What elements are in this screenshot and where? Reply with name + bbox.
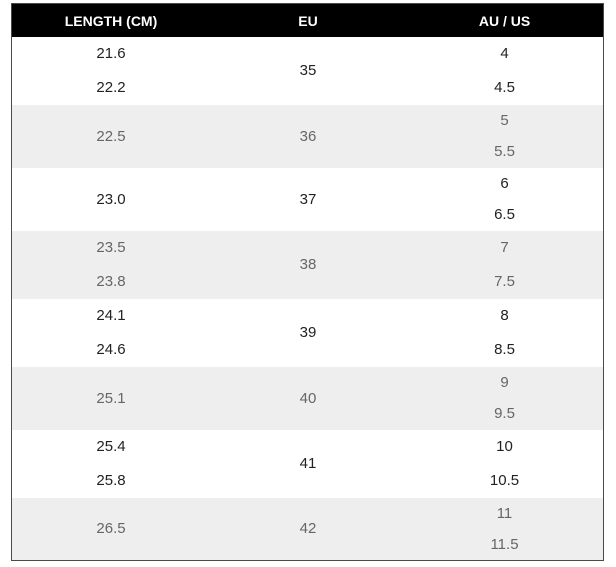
au-us-value: 11.5 xyxy=(490,535,519,553)
au-us-cell: 8 8.5 xyxy=(406,299,603,367)
length-value: 25.1 xyxy=(96,389,126,407)
au-us-value: 10.5 xyxy=(489,472,520,489)
au-us-value: 6 xyxy=(500,174,509,192)
eu-cell: 40 xyxy=(210,367,406,430)
length-value: 25.4 xyxy=(96,438,126,455)
au-us-cell: 4 4.5 xyxy=(406,37,603,105)
length-cell: 25.4 25.8 xyxy=(12,430,210,498)
header-au-us: AU / US xyxy=(478,12,531,29)
au-us-cell: 6 6.5 xyxy=(406,168,603,231)
length-value: 23.8 xyxy=(96,273,126,290)
au-us-value: 8 xyxy=(500,307,509,324)
au-us-value: 11 xyxy=(496,504,513,522)
eu-value: 37 xyxy=(299,190,317,208)
length-cell: 24.1 24.6 xyxy=(12,299,210,367)
table-row: 25.1 40 9 9.5 xyxy=(12,367,603,430)
eu-cell: 36 xyxy=(210,105,406,168)
au-us-cell: 9 9.5 xyxy=(406,367,603,430)
length-cell: 23.0 xyxy=(12,168,210,231)
length-value: 22.5 xyxy=(96,127,126,145)
length-cell: 23.5 23.8 xyxy=(12,231,210,299)
length-cell: 26.5 xyxy=(12,498,210,560)
au-us-value: 5 xyxy=(500,111,509,129)
size-chart-table: LENGTH (CM) EU AU / US 21.6 22.2 35 4 4.… xyxy=(11,3,604,561)
header-length: LENGTH (CM) xyxy=(64,12,158,29)
eu-value: 39 xyxy=(299,324,317,341)
au-us-value: 5.5 xyxy=(494,143,515,161)
table-row: 25.4 25.8 41 10 10.5 xyxy=(12,430,603,498)
au-us-cell: 7 7.5 xyxy=(406,231,603,299)
au-us-value: 7.5 xyxy=(494,273,515,290)
au-us-cell: 5 5.5 xyxy=(406,105,603,168)
au-us-value: 8.5 xyxy=(494,341,515,358)
eu-cell: 41 xyxy=(210,430,406,498)
length-value: 24.1 xyxy=(96,307,126,324)
length-value: 23.5 xyxy=(96,239,126,256)
au-us-cell: 10 10.5 xyxy=(406,430,603,498)
eu-cell: 42 xyxy=(210,498,406,560)
length-value: 24.6 xyxy=(96,341,126,358)
table-row: 21.6 22.2 35 4 4.5 xyxy=(12,37,603,105)
table-header: LENGTH (CM) EU AU / US xyxy=(12,4,603,37)
au-us-value: 9.5 xyxy=(494,405,515,423)
au-us-value: 4.5 xyxy=(494,79,515,96)
eu-value: 38 xyxy=(299,256,317,273)
eu-value: 35 xyxy=(299,62,317,79)
eu-cell: 38 xyxy=(210,231,406,299)
eu-cell: 39 xyxy=(210,299,406,367)
au-us-value: 7 xyxy=(500,239,509,256)
eu-cell: 35 xyxy=(210,37,406,105)
eu-value: 36 xyxy=(299,127,317,145)
length-value: 21.6 xyxy=(96,45,126,62)
au-us-value: 4 xyxy=(500,45,509,62)
table-row: 23.5 23.8 38 7 7.5 xyxy=(12,231,603,299)
eu-value: 40 xyxy=(299,389,317,407)
au-us-value: 6.5 xyxy=(494,206,515,224)
table-row: 22.5 36 5 5.5 xyxy=(12,105,603,168)
table-row: 23.0 37 6 6.5 xyxy=(12,168,603,231)
length-cell: 21.6 22.2 xyxy=(12,37,210,105)
table-row: 24.1 24.6 39 8 8.5 xyxy=(12,299,603,367)
length-value: 25.8 xyxy=(96,472,126,489)
eu-cell: 37 xyxy=(210,168,406,231)
length-cell: 25.1 xyxy=(12,367,210,430)
length-value: 23.0 xyxy=(96,190,126,208)
length-value: 26.5 xyxy=(96,520,126,537)
eu-value: 41 xyxy=(299,455,317,472)
au-us-value: 9 xyxy=(500,373,509,391)
au-us-cell: 11 11.5 xyxy=(406,498,603,560)
length-cell: 22.5 xyxy=(12,105,210,168)
eu-value: 42 xyxy=(299,520,317,537)
length-value: 22.2 xyxy=(96,79,126,96)
table-row: 26.5 42 11 11.5 xyxy=(12,498,603,560)
au-us-value: 10 xyxy=(496,438,513,455)
header-eu: EU xyxy=(298,12,318,29)
